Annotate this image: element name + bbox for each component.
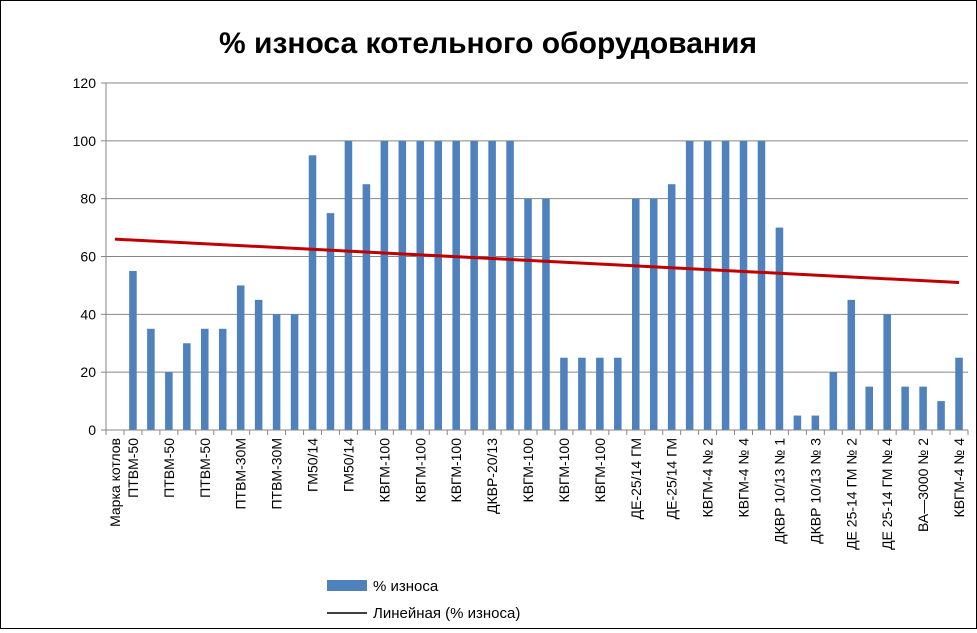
trendline-group: [114, 237, 960, 285]
x-axis-labels: Марка котлов ПТВМ-50 ПТВМ-50 ПТВМ-50 ПТВМ-30…: [107, 438, 967, 550]
bar: [272, 314, 281, 430]
x-tick-label: ПТВМ-50: [161, 438, 177, 498]
bar: [398, 140, 407, 431]
bar: [667, 184, 676, 430]
bar: [829, 372, 838, 430]
x-tick-label: ДКВР 10/13 № 3: [807, 438, 823, 544]
bar: [254, 299, 263, 430]
bar: [326, 213, 335, 430]
bar: [147, 328, 155, 430]
bar: [542, 198, 550, 430]
y-tick-label: 0: [88, 422, 96, 438]
x-tick-label: КВГМ-4 № 4: [951, 438, 967, 518]
bar: [236, 285, 245, 430]
bar: [739, 140, 748, 431]
x-tick-label: ПТВМ-30М: [233, 438, 249, 510]
y-tick-label: 60: [80, 249, 96, 265]
x-tick-label: КВГМ-4 № 4: [736, 438, 752, 518]
bars: [129, 140, 963, 431]
bar: [218, 328, 227, 430]
x-tick-label: КВГМ-4 № 2: [700, 438, 716, 518]
bar: [578, 357, 586, 430]
x-tick-label: ВА—3000 № 2: [915, 438, 931, 532]
x-tick-label: ДКВР 10/13 № 1: [771, 438, 787, 544]
bar: [649, 198, 658, 430]
x-tick-label: КВГМ-100: [592, 438, 608, 503]
x-tick-label: ДЕ 25-14 ГМ № 4: [879, 438, 895, 550]
x-tick-label: ПТВМ-50: [125, 438, 141, 498]
bar: [865, 386, 874, 430]
x-tick-label: ДЕ-25/14 ГМ: [664, 438, 680, 519]
bar: [793, 415, 802, 430]
trendline: [114, 237, 960, 285]
bar: [685, 140, 694, 431]
x-tick-label: КВГМ-100: [556, 438, 572, 503]
x-tick-label: ДЕ-25/14 ГМ: [628, 438, 644, 519]
x-tick-label: КВГМ-100: [520, 438, 536, 503]
y-tick-label: 20: [80, 364, 96, 380]
bar: [488, 140, 496, 431]
x-tick-label: КВГМ-100: [448, 438, 464, 503]
legend: % износа Линейная (% износа): [327, 578, 520, 622]
bar: [434, 140, 443, 431]
bar: [380, 140, 389, 431]
x-tick-label: ДКВР-20/13: [484, 438, 500, 514]
bar: [165, 372, 173, 430]
bar: [183, 343, 191, 430]
bar: [129, 270, 137, 430]
x-tick-label: ПТВМ-30М: [269, 438, 285, 510]
bar: [775, 227, 784, 430]
bar: [596, 357, 604, 430]
bar: [919, 386, 927, 430]
bar: [937, 401, 945, 430]
x-tick-label: ПТВМ-50: [197, 438, 213, 498]
legend-bar-label: % износа: [373, 578, 439, 595]
x-tick-label: КВГМ-100: [376, 438, 392, 503]
chart-title: % износа котельного оборудования: [219, 27, 757, 60]
y-tick-label: 40: [80, 306, 96, 322]
axes: [101, 82, 969, 435]
bar: [416, 140, 425, 431]
bar: [344, 140, 353, 431]
bar: [308, 155, 317, 430]
bar: [757, 140, 766, 431]
x-tick-label: КВГМ-100: [412, 438, 428, 503]
bar: [901, 386, 909, 430]
gridlines: [106, 82, 968, 373]
y-tick-label: 100: [73, 133, 97, 149]
x-tick-label: ГМ50/14: [305, 438, 321, 492]
bar: [883, 314, 891, 430]
bar: [362, 184, 371, 430]
y-axis-ticks: 0 20 40 60 80 100 120: [73, 75, 97, 438]
bar: [811, 415, 820, 430]
y-tick-label: 80: [80, 191, 96, 207]
bar: [524, 198, 532, 430]
bar: [955, 357, 963, 430]
bar: [470, 140, 478, 431]
y-tick-label: 120: [73, 75, 97, 91]
bar: [721, 140, 730, 431]
bar: [614, 357, 622, 430]
legend-trend-label: Линейная (% износа): [373, 605, 520, 622]
bar: [631, 198, 640, 430]
legend-bar-swatch: [327, 580, 367, 591]
x-tick-label: ГМ50/14: [340, 438, 356, 492]
x-tick-label: ДЕ 25-14 ГМ № 2: [843, 438, 859, 550]
bar: [290, 314, 299, 430]
bar: [560, 357, 568, 430]
bar: [506, 140, 514, 431]
bar: [847, 299, 856, 430]
bar: [452, 140, 460, 431]
bar: [200, 328, 209, 430]
x-tick-label: Марка котлов: [107, 438, 123, 527]
bar: [703, 140, 712, 431]
